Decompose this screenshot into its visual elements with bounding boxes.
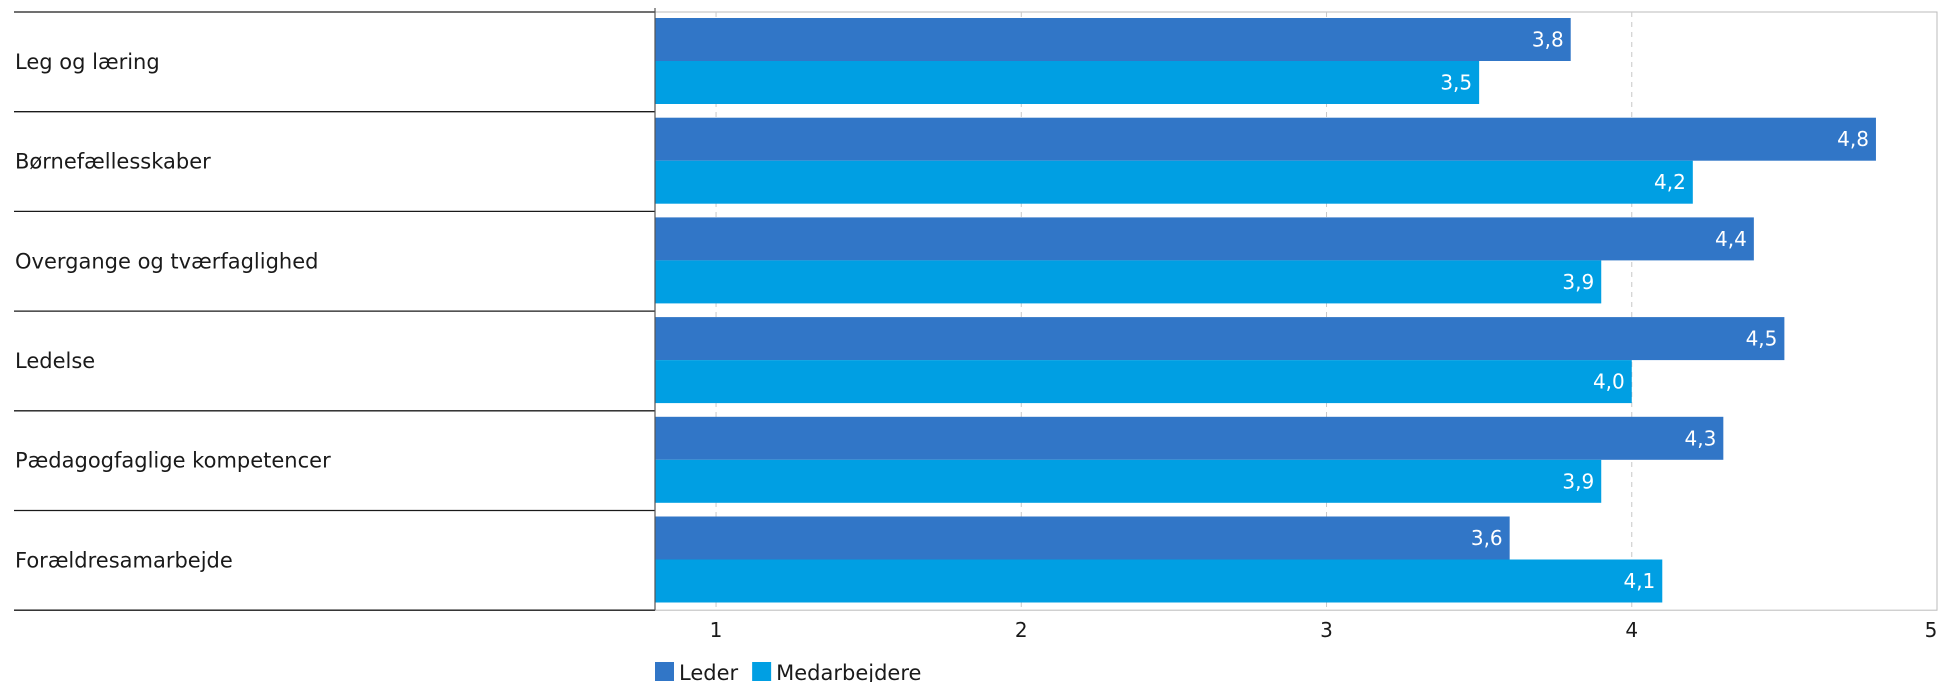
bar-medarbejdere xyxy=(655,360,1632,404)
bar-value-label: 4,0 xyxy=(1593,370,1625,394)
bar-value-label: 4,8 xyxy=(1837,127,1869,151)
bar-medarbejdere xyxy=(655,559,1663,603)
bar-value-label: 3,5 xyxy=(1440,71,1472,95)
x-tick-label: 5 xyxy=(1925,618,1938,642)
bar-value-label: 4,1 xyxy=(1623,569,1655,593)
x-tick-label: 1 xyxy=(710,618,723,642)
x-axis-ticks: 1 2 3 4 5 xyxy=(710,618,1938,642)
legend: Leder Medarbejdere xyxy=(655,661,921,682)
bar-value-label: 3,9 xyxy=(1562,469,1594,493)
bar-medarbejdere xyxy=(655,459,1602,503)
bar-value-label: 4,2 xyxy=(1654,170,1686,194)
bar-leder xyxy=(655,416,1724,460)
category-label: Børnefællesskaber xyxy=(15,150,211,174)
bar-leder xyxy=(655,516,1510,560)
bar-value-label: 4,3 xyxy=(1685,426,1717,450)
x-tick-label: 4 xyxy=(1625,618,1638,642)
category-label: Pædagogfaglige kompetencer xyxy=(15,449,331,473)
category-label: Overgange og tværfaglighed xyxy=(15,249,319,273)
legend-swatch xyxy=(752,662,772,681)
bar-value-label: 4,5 xyxy=(1746,327,1778,351)
bar-leder xyxy=(655,317,1785,361)
bar-value-label: 3,8 xyxy=(1532,28,1564,52)
bar-value-label: 3,6 xyxy=(1471,526,1503,550)
bar-value-label: 3,9 xyxy=(1562,270,1594,294)
bar-leder xyxy=(655,18,1571,61)
x-tick-label: 3 xyxy=(1320,618,1333,642)
category-label: Ledelse xyxy=(15,349,95,373)
bar-medarbejdere xyxy=(655,260,1602,304)
bar-medarbejdere xyxy=(655,61,1480,104)
legend-label: Medarbejdere xyxy=(776,661,921,682)
x-tick-label: 2 xyxy=(1015,618,1028,642)
legend-label: Leder xyxy=(679,661,739,682)
bar-leder xyxy=(655,217,1754,261)
category-label: Leg og læring xyxy=(15,50,160,74)
category-label: Forældresamarbejde xyxy=(15,548,233,572)
bar-medarbejdere xyxy=(655,160,1693,204)
bars: 3,8 4,8 4,4 4,5 4,3 3,6 3,5 4,2 3,9 4,0 3,9 4,1 xyxy=(655,18,1876,603)
bar-value-label: 4,4 xyxy=(1715,227,1747,251)
legend-swatch xyxy=(655,662,674,681)
bar-leder xyxy=(655,117,1876,161)
category-labels: Leg og læring Børnefællesskaber Overgange … xyxy=(14,8,656,611)
